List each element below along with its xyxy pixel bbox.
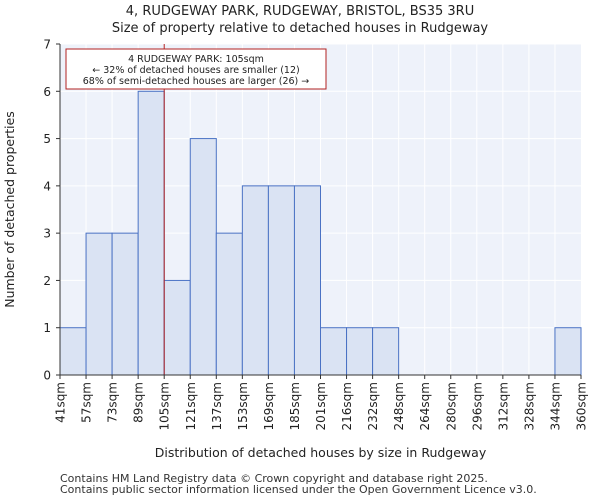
x-tick-label: 216sqm (340, 382, 354, 430)
annotation-line-smaller: ← 32% of detached houses are smaller (12… (92, 65, 299, 76)
y-tick-label: 1 (43, 321, 51, 335)
attribution-line-1: Contains HM Land Registry data © Crown c… (60, 472, 488, 485)
histogram-bar (215, 232, 243, 376)
histogram-bar (293, 185, 322, 376)
histogram-bar (85, 232, 113, 376)
x-tick-label: 89sqm (132, 382, 146, 423)
x-tick-label: 264sqm (418, 382, 432, 430)
x-tick-label: 57sqm (80, 382, 94, 423)
x-tick-label: 153sqm (236, 382, 250, 430)
y-tick-label: 6 (43, 85, 51, 99)
x-tick-label: 169sqm (262, 382, 276, 430)
annotation-box (65, 48, 327, 90)
x-tick-label: 105sqm (158, 382, 172, 430)
x-tick-label: 248sqm (392, 382, 406, 430)
y-tick-label: 2 (43, 274, 51, 288)
annotation-line-larger: 68% of semi-detached houses are larger (… (83, 76, 310, 87)
x-tick-label: 137sqm (210, 382, 224, 430)
histogram-bar (346, 327, 374, 376)
y-axis-label: Number of detached properties (2, 111, 17, 308)
x-tick-label: 232sqm (366, 382, 380, 430)
histogram-bar (189, 138, 217, 376)
marker-annotation: 4 RUDGEWAY PARK: 105sqm ← 32% of detache… (65, 48, 327, 90)
x-tick-label: 328sqm (522, 382, 536, 430)
histogram-bar (554, 327, 582, 376)
y-tick-label: 4 (43, 179, 51, 193)
chart-subtitle: Size of property relative to detached ho… (111, 21, 489, 36)
histogram-bar (111, 232, 139, 376)
y-tick-label: 3 (43, 227, 51, 241)
attribution-line-2: Contains public sector information licen… (60, 483, 537, 496)
y-tick-label: 7 (43, 38, 51, 52)
histogram-bar (372, 327, 400, 376)
chart-title: 4, RUDGEWAY PARK, RUDGEWAY, BRISTOL, BS3… (125, 4, 475, 19)
y-ticks: 0 1 2 3 4 5 6 7 (43, 38, 60, 383)
x-tick-label: 280sqm (444, 382, 458, 430)
histogram-bar (320, 327, 348, 376)
x-tick-label: 41sqm (54, 382, 68, 423)
bars-layer (59, 90, 582, 376)
chart-title-block: 4, RUDGEWAY PARK, RUDGEWAY, BRISTOL, BS3… (0, 3, 600, 37)
histogram-bar (241, 185, 269, 376)
x-tick-label: 360sqm (575, 382, 589, 430)
x-tick-label: 201sqm (314, 382, 328, 430)
annotation-line-property: 4 RUDGEWAY PARK: 105sqm (128, 54, 264, 65)
x-tick-label: 312sqm (496, 382, 510, 430)
y-tick-label: 0 (43, 369, 51, 383)
histogram-bar (163, 279, 191, 376)
x-tick-label: 185sqm (288, 382, 302, 430)
attribution-footer: Contains HM Land Registry data © Crown c… (60, 473, 537, 495)
x-axis-label: Distribution of detached houses by size … (155, 445, 487, 460)
histogram-bar (137, 90, 165, 376)
x-tick-label: 296sqm (470, 382, 484, 430)
x-tick-label: 73sqm (106, 382, 120, 423)
y-tick-label: 5 (43, 132, 51, 146)
x-tick-label: 121sqm (184, 382, 198, 430)
histogram-bar (267, 185, 295, 376)
histogram-bar (59, 327, 87, 376)
x-ticks: 41sqm 57sqm 73sqm 89sqm 105sqm 121sqm 137sqm 15… (54, 375, 589, 430)
x-tick-label: 344sqm (548, 382, 562, 430)
